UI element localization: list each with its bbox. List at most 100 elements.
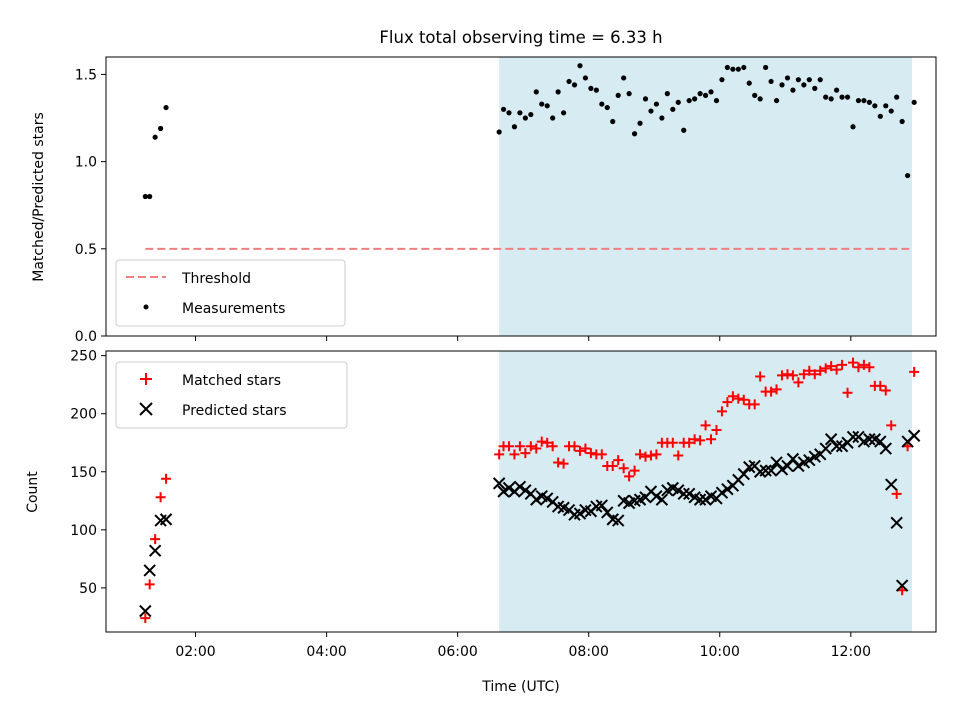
predicted-stars-point	[890, 516, 903, 530]
matched-stars-point	[755, 371, 766, 382]
count-legend-box	[115, 361, 348, 429]
matched-stars-point	[798, 369, 809, 380]
predicted-stars-point	[143, 564, 156, 577]
count-x-tick-label: 08:00	[569, 644, 609, 660]
ratio-plot-frame	[105, 56, 937, 337]
matched-stars-point	[673, 450, 684, 461]
matched-stars-point	[826, 361, 837, 372]
measurements-point	[839, 94, 845, 100]
observing-window-span	[499, 57, 912, 336]
measurements-point	[528, 111, 534, 118]
matched-stars-point	[777, 370, 788, 381]
measurements-point	[763, 64, 769, 71]
predicted-stars-legend-swatch	[139, 402, 153, 416]
matched-stars-point	[531, 443, 542, 454]
matched-stars-point	[607, 460, 618, 471]
measurements-point	[828, 96, 834, 102]
count-x-tick-label: 02:00	[175, 644, 215, 660]
matched-stars-point	[909, 366, 920, 377]
measurements-point	[861, 97, 867, 104]
predicted-stars-point	[824, 433, 838, 446]
matched-stars-point	[144, 579, 155, 590]
measurements-point	[517, 110, 523, 116]
matched-stars-point	[749, 399, 760, 410]
matched-stars-point	[645, 450, 656, 461]
predicted-stars-point	[502, 481, 516, 495]
count-x-tick-label: 06:00	[437, 644, 477, 660]
matched-stars-point	[722, 397, 733, 408]
measurements-point	[631, 131, 638, 137]
predicted-stars-point	[672, 484, 685, 497]
measurements-point	[555, 89, 561, 95]
measurements-point	[648, 108, 654, 114]
matched-stars-point	[738, 394, 749, 405]
matched-stars-point	[613, 455, 624, 466]
predicted-stars-point	[846, 430, 860, 444]
predicted-stars-point	[759, 464, 772, 477]
count-y-tick-label: 200	[70, 407, 97, 423]
predicted-stars-point	[803, 453, 816, 467]
measurements-point	[681, 127, 687, 133]
matched-stars-point	[782, 369, 793, 380]
measurements-point	[702, 92, 709, 98]
measurements-point	[560, 110, 567, 116]
measurements-point	[855, 97, 862, 104]
predicted-stars-point	[895, 579, 909, 592]
measurements-point	[823, 94, 829, 100]
measurements-point	[834, 87, 840, 93]
measurements-point	[730, 66, 736, 72]
measurements-point	[801, 82, 807, 88]
measurements-point	[872, 103, 878, 109]
predicted-stars-point	[699, 493, 712, 506]
matched-stars-point	[585, 448, 596, 459]
predicted-stars-point	[715, 486, 729, 499]
measurements-point	[582, 75, 589, 81]
matched-stars-point	[618, 463, 629, 474]
matched-stars-point	[689, 434, 700, 445]
measurements-point	[757, 96, 763, 102]
measurements-point	[686, 97, 692, 104]
predicted-stars-point	[513, 480, 527, 494]
measurements-point	[626, 91, 632, 97]
measurements-point	[746, 80, 752, 86]
matched-stars-point	[525, 441, 536, 452]
matched-stars-point	[684, 437, 695, 448]
measurements-point	[588, 85, 594, 91]
predicted-stars-point	[764, 464, 778, 477]
predicted-stars-legend-label: Predicted stars	[182, 403, 287, 419]
predicted-stars-point	[655, 493, 669, 506]
matched-stars-point	[853, 362, 864, 373]
measurements-point	[899, 118, 905, 125]
predicted-stars-point	[781, 459, 794, 473]
matched-stars-point	[629, 465, 640, 476]
measurements-point	[539, 101, 545, 107]
measurements-point	[806, 77, 812, 83]
matched-stars-point	[842, 387, 853, 398]
matched-stars-point	[875, 380, 886, 391]
measurements-point	[850, 124, 856, 130]
measurements-point	[692, 96, 698, 102]
matched-stars-point	[520, 448, 531, 459]
measurements-point	[790, 87, 796, 93]
measurements-point	[653, 101, 660, 107]
measurements-point	[593, 87, 599, 93]
matched-stars-point	[880, 385, 891, 396]
measurements-point	[708, 89, 714, 95]
measurements-point	[550, 115, 556, 121]
ratio-y-tick-label: 0.5	[75, 242, 97, 258]
predicted-stars-point	[148, 544, 162, 557]
predicted-stars-point	[737, 467, 750, 481]
matched-stars-point	[150, 534, 161, 545]
measurements-point	[724, 64, 731, 71]
measurements-point	[905, 172, 911, 179]
matched-stars-point	[766, 386, 777, 397]
predicted-stars-point	[907, 429, 921, 442]
measurements-point	[844, 94, 851, 100]
matched-stars-point	[624, 471, 635, 482]
ratio-legend: Threshold Measurements	[115, 259, 346, 327]
count-plot-frame	[105, 350, 937, 633]
predicted-stars-point	[159, 513, 173, 526]
measurements-point	[795, 77, 801, 83]
measurements-point	[779, 82, 785, 88]
measurements-point	[544, 103, 550, 109]
